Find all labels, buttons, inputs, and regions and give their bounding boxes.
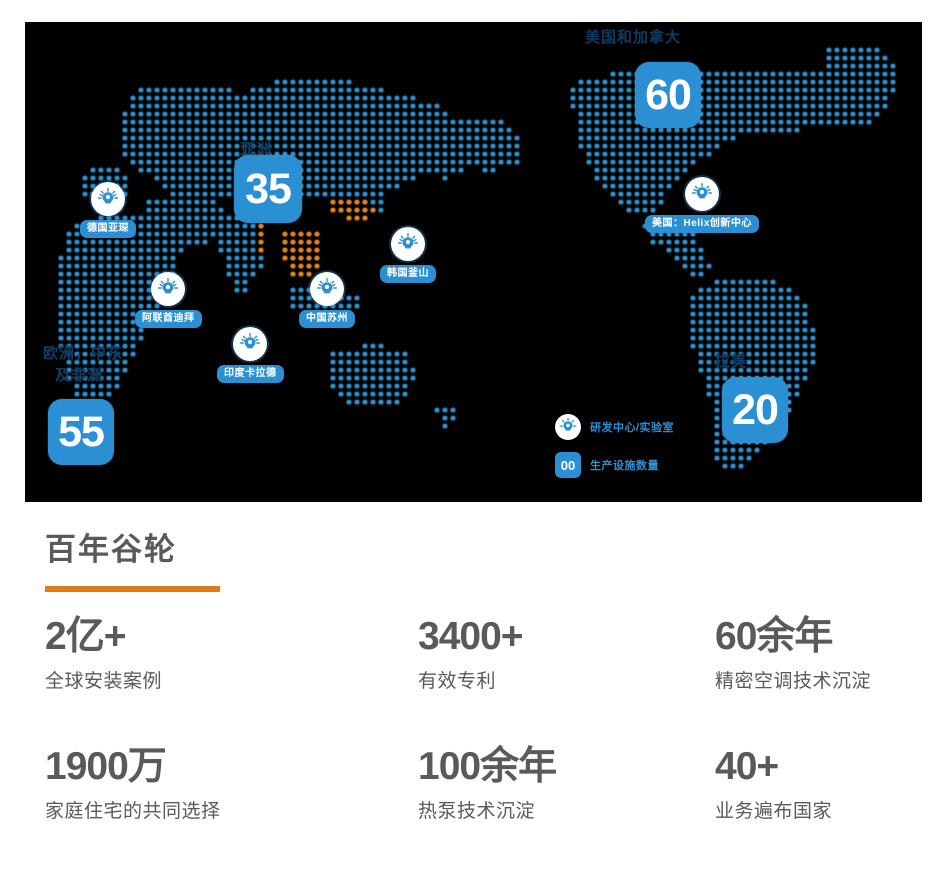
count-badge-us-canada: 60 — [635, 62, 701, 128]
legend-row-facility-count: 00 生产设施数量 — [555, 452, 674, 478]
pin-label: 美国：Helix创新中心 — [645, 215, 759, 233]
pin-india-karad[interactable]: 印度卡拉德 — [217, 327, 284, 383]
section-title: 百年谷轮 — [45, 532, 177, 567]
lightbulb-icon — [233, 327, 268, 361]
lightbulb-icon — [684, 177, 719, 211]
stat-label: 热泵技术沉淀 — [418, 800, 536, 822]
pin-usa-helix[interactable]: 美国：Helix创新中心 — [645, 177, 759, 233]
stat-hvac-years: 60余年 精密空调技术沉淀 — [715, 615, 925, 747]
legend-row-rd-center: 研发中心/实验室 — [555, 414, 674, 440]
stat-value: 3400+ — [418, 615, 524, 658]
stat-value: 1900万 — [45, 745, 167, 788]
pin-label: 阿联酋迪拜 — [135, 310, 202, 328]
pin-label: 韩国釜山 — [380, 265, 436, 283]
region-label-latam: 拉美 — [715, 353, 748, 370]
pin-uae-dubai[interactable]: 阿联酋迪拜 — [135, 272, 202, 328]
stat-label: 家庭住宅的共同选择 — [45, 800, 221, 822]
count-badge-asia: 35 — [234, 155, 302, 223]
stat-value: 100余年 — [418, 745, 557, 788]
region-label-emea-line2: 及非洲 — [55, 367, 104, 384]
count-badge-latam: 20 — [722, 377, 788, 443]
stat-label: 有效专利 — [418, 670, 497, 692]
region-label-emea-line1: 欧洲，中东 — [43, 345, 124, 362]
stat-value: 2亿+ — [45, 615, 126, 658]
lightbulb-icon — [91, 182, 125, 216]
lightbulb-icon — [151, 272, 186, 306]
stat-value: 60余年 — [715, 615, 833, 658]
stat-installations: 2亿+ 全球安装案例 — [45, 615, 418, 747]
pin-label: 印度卡拉德 — [217, 365, 284, 383]
world-map-panel: 美国和加拿大 亚洲 欧洲，中东 及非洲 拉美 60 35 55 20 — [25, 22, 922, 502]
stat-countries: 40+ 业务遍布国家 — [715, 745, 925, 877]
region-label-asia: 亚洲 — [240, 141, 273, 158]
stat-label: 业务遍布国家 — [715, 800, 833, 822]
stat-patents: 3400+ 有效专利 — [418, 615, 715, 747]
facility-count-badge: 00 — [555, 452, 581, 478]
legend-label-rd-center: 研发中心/实验室 — [590, 422, 675, 434]
pin-korea-busan[interactable]: 韩国釜山 — [380, 227, 436, 283]
title-underline-rule — [45, 586, 220, 592]
stat-value: 40+ — [715, 745, 779, 788]
lightbulb-icon — [310, 272, 344, 306]
stat-label: 全球安装案例 — [45, 670, 163, 692]
pin-germany-aachen[interactable]: 德国亚琛 — [80, 182, 136, 238]
stat-label: 精密空调技术沉淀 — [715, 670, 872, 692]
region-label-us-canada: 美国和加拿大 — [585, 29, 682, 46]
lightbulb-icon — [555, 414, 581, 440]
legend-label-facility-count: 生产设施数量 — [590, 460, 659, 472]
map-legend: 研发中心/实验室 00 生产设施数量 — [555, 414, 674, 490]
stats-section: 百年谷轮 2亿+ 全球安装案例 3400+ 有效专利 60余年 精密空调技术沉淀… — [0, 502, 945, 848]
pin-label: 德国亚琛 — [80, 220, 136, 238]
count-badge-emea: 55 — [48, 399, 114, 465]
pin-label: 中国苏州 — [299, 310, 355, 328]
stats-grid: 2亿+ 全球安装案例 3400+ 有效专利 60余年 精密空调技术沉淀 1900… — [45, 615, 925, 877]
stat-homes: 1900万 家庭住宅的共同选择 — [45, 745, 418, 877]
stat-heatpump-years: 100余年 热泵技术沉淀 — [418, 745, 715, 877]
lightbulb-icon — [391, 227, 425, 261]
pin-china-suzhou[interactable]: 中国苏州 — [299, 272, 355, 328]
